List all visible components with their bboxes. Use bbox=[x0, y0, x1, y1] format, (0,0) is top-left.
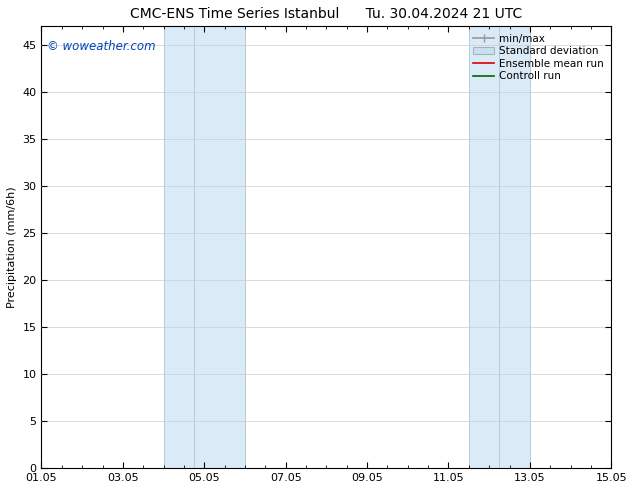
Legend: min/max, Standard deviation, Ensemble mean run, Controll run: min/max, Standard deviation, Ensemble me… bbox=[471, 31, 606, 83]
Text: © woweather.com: © woweather.com bbox=[47, 40, 156, 52]
Bar bbox=[500, 26, 530, 468]
Bar bbox=[469, 26, 500, 468]
Y-axis label: Precipitation (mm/6h): Precipitation (mm/6h) bbox=[7, 186, 17, 308]
Bar bbox=[164, 26, 194, 468]
Title: CMC-ENS Time Series Istanbul      Tu. 30.04.2024 21 UTC: CMC-ENS Time Series Istanbul Tu. 30.04.2… bbox=[130, 7, 522, 21]
Bar bbox=[194, 26, 245, 468]
